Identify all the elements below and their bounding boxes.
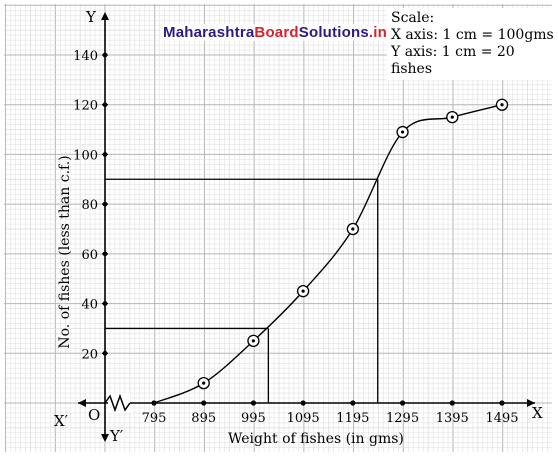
y-tick-label: 40 [81, 298, 98, 313]
y-tick-label: 140 [73, 49, 98, 64]
x-tick-label: 795 [142, 411, 167, 426]
data-point [446, 110, 459, 124]
data-points [197, 98, 509, 390]
x-axis-arrow [527, 399, 535, 407]
x-axis-title: Weight of fishes (in gms) [228, 431, 404, 447]
data-point [346, 222, 360, 236]
tick-labels: 20 40 60 80 100 120 140 795 895 995 1095 1195 1295 13… [73, 49, 518, 426]
x-tick-label: 1495 [485, 411, 518, 426]
y-tick-dot [102, 102, 108, 108]
scale-heading: Scale: [391, 10, 435, 26]
ogive-curve [153, 104, 503, 404]
x-tick-dot [499, 400, 505, 406]
x-tick-dot [350, 400, 356, 406]
x-tick-dot [201, 400, 207, 406]
y-axis-arrow [101, 12, 109, 20]
data-point [247, 334, 260, 348]
reference-lines [105, 178, 379, 403]
x-tick-label: 995 [241, 411, 266, 426]
x-tick-dot [250, 400, 257, 406]
scale-legend: Scale: X axis: 1 cm = 100gms Y axis: 1 c… [387, 8, 558, 80]
data-point [495, 98, 509, 111]
y-tick-dot [102, 301, 108, 306]
data-point [197, 376, 210, 390]
data-point [396, 125, 409, 139]
x-tick-label: 1095 [287, 411, 320, 426]
data-point-center [450, 115, 454, 119]
y-tick-label: 60 [81, 248, 98, 263]
data-point-center [202, 381, 206, 385]
x-tick-dot [399, 400, 406, 406]
y-tick-dot [102, 52, 108, 58]
y-prime-axis-letter: Y′ [109, 427, 124, 445]
y-prime-axis-arrow [101, 434, 109, 442]
x-tick-label: 1295 [386, 411, 419, 426]
y-tick-label: 100 [73, 148, 98, 163]
y-tick-dot [102, 350, 108, 356]
scale-x-axis: X axis: 1 cm = 100gms [391, 27, 554, 43]
x-prime-axis-arrow [78, 399, 86, 407]
y-tick-label: 120 [73, 99, 98, 114]
y-axis-title: No. of fishes (less than c.f.) [57, 155, 73, 348]
scale-y-axis: Y axis: 1 cm = 20 fishes [391, 44, 515, 77]
watermark-logo: MaharashtraBoardSolutions.in [160, 24, 390, 41]
y-axis-letter: Y [85, 8, 97, 26]
x-tick-dot [300, 400, 306, 406]
axis-break-mask [108, 393, 130, 413]
origin-label: O [88, 406, 100, 424]
x-prime-axis-letter: X′ [54, 412, 69, 430]
x-axis-break [104, 393, 131, 413]
data-point [296, 284, 310, 298]
y-tick-label: 80 [81, 198, 98, 213]
y-tick-dot [102, 251, 108, 257]
data-point-center [500, 103, 504, 107]
x-tick-label: 1195 [336, 411, 369, 426]
x-axis-letter: X [532, 404, 543, 422]
x-tick-label: 1395 [436, 411, 469, 426]
y-tick-dot [102, 152, 108, 157]
x-tick-label: 895 [191, 411, 216, 426]
data-point-center [251, 339, 256, 343]
data-point-center [351, 227, 355, 231]
y-tick-dot [102, 201, 108, 207]
y-tick-label: 20 [81, 347, 98, 362]
ogive-curve-group [153, 104, 503, 404]
data-point-center [400, 130, 405, 134]
data-point-center [301, 289, 305, 293]
x-tick-dot [449, 400, 455, 406]
